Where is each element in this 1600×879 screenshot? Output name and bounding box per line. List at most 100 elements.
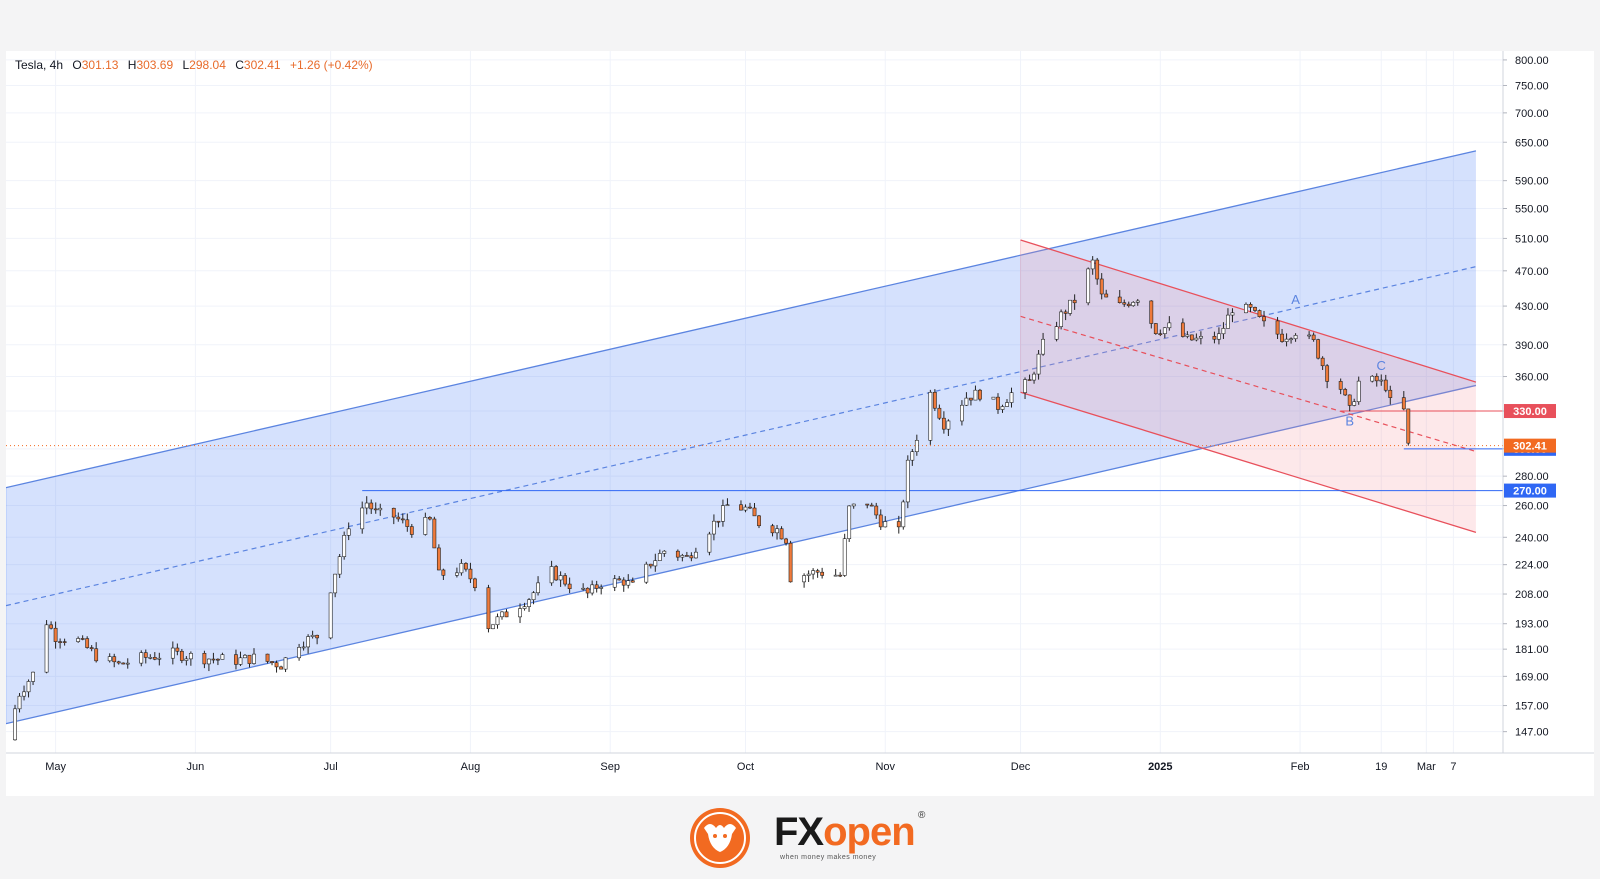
time-tick-label: 2025: [1148, 761, 1172, 773]
candle-down: [58, 638, 63, 649]
candle-body: [107, 656, 112, 662]
candle-down: [143, 649, 148, 664]
candle-down: [1316, 338, 1321, 360]
ascending-channel-lower-line: [6, 384, 1477, 725]
candle-body: [175, 647, 180, 652]
candle-down: [1126, 301, 1131, 308]
candle-body: [721, 505, 725, 522]
candle-down: [594, 580, 599, 593]
candle-up: [283, 657, 288, 673]
candle-down: [838, 572, 843, 578]
candle-up: [22, 685, 26, 701]
candle-down: [630, 577, 635, 583]
candle-down: [409, 523, 414, 538]
time-axis: May Jun Jul Aug Sep Oct Nov Dec 2025 Feb 19 Mar 7: [45, 761, 1456, 773]
logo-registered-mark: ®: [918, 810, 926, 821]
candle-body: [306, 636, 311, 648]
candle-down: [1320, 356, 1325, 370]
candle-body: [563, 575, 568, 585]
candle-down: [770, 523, 775, 537]
candle-body: [1352, 401, 1357, 406]
candle-down: [53, 621, 58, 649]
candle-up: [775, 524, 779, 540]
candle-down: [1325, 364, 1330, 389]
candle-body: [621, 579, 626, 586]
candle-up: [599, 584, 604, 595]
candle-body: [1275, 320, 1280, 335]
price-tick-label: 208.00: [1515, 589, 1549, 601]
candle-up: [527, 598, 531, 612]
candle-down: [1158, 329, 1163, 337]
candle-down: [978, 388, 982, 402]
candle-up: [364, 496, 369, 515]
candle-down: [85, 636, 90, 649]
candle-up: [1090, 256, 1095, 275]
candle-down: [80, 635, 85, 641]
high-label: H: [127, 58, 137, 72]
candle-down: [1253, 306, 1257, 313]
candle-body: [1153, 323, 1158, 334]
candle-up: [238, 651, 243, 667]
candle-up: [360, 501, 365, 534]
candle-body: [901, 501, 906, 528]
candle-up: [301, 641, 306, 651]
candle-up: [1356, 376, 1361, 405]
candle-body: [928, 392, 933, 441]
candle-up: [1036, 350, 1041, 380]
candle-up: [1194, 333, 1199, 342]
descending-channel-lower-line: [1020, 391, 1477, 533]
candle-up: [107, 653, 112, 663]
candle-up: [1293, 333, 1298, 342]
candle-body: [518, 608, 522, 618]
candle-body: [432, 518, 437, 549]
candle-body: [49, 624, 53, 629]
candle-up: [914, 434, 919, 456]
candle-body: [536, 582, 540, 594]
candle-up: [518, 603, 522, 623]
candle-body: [220, 654, 225, 660]
price-chart[interactable]: A B C 800.00 750.00 700.00 650.00 590.00 550.00 5…: [6, 51, 1594, 796]
candle-body: [1226, 314, 1230, 329]
candle-body: [626, 580, 631, 586]
candle-up: [1226, 308, 1230, 329]
candle-body: [152, 657, 157, 660]
candle-up: [207, 658, 211, 672]
candle-up: [964, 392, 969, 406]
candle-body: [991, 396, 996, 400]
candle-body: [1244, 304, 1248, 314]
candle-up: [1284, 333, 1289, 347]
candle-down: [1063, 309, 1068, 321]
candle-down: [1122, 299, 1127, 307]
current-price-badge-bg: [1504, 438, 1556, 453]
candle-body: [847, 505, 852, 539]
candle-down: [400, 513, 405, 524]
candle-body: [112, 656, 117, 663]
candle-down: [373, 502, 378, 514]
candle-down: [1338, 378, 1343, 395]
time-tick-label: Feb: [1291, 761, 1310, 773]
candle-up: [644, 561, 649, 584]
candle-body: [1167, 322, 1172, 329]
symbol-label[interactable]: Tesla, 4h: [15, 58, 64, 72]
candle-body: [662, 550, 667, 554]
candle-up: [1162, 327, 1167, 339]
candle-body: [973, 389, 978, 401]
candle-up: [558, 571, 563, 587]
candle-down: [878, 509, 883, 530]
candle-body: [1356, 380, 1361, 403]
candle-up: [26, 679, 31, 698]
candle-down: [116, 660, 121, 665]
candle-up: [1185, 331, 1190, 339]
candle-body: [969, 397, 973, 401]
candle-down: [94, 642, 99, 663]
candle-body: [1374, 375, 1379, 382]
candle-body: [1023, 379, 1027, 393]
candle-down: [1311, 332, 1316, 342]
candle-body: [315, 634, 320, 639]
candle-body: [405, 519, 410, 527]
candle-up: [491, 624, 495, 630]
candle-body: [1009, 392, 1014, 403]
candle-body: [1135, 300, 1140, 303]
candle-up: [157, 652, 162, 666]
candle-body: [1072, 299, 1077, 304]
